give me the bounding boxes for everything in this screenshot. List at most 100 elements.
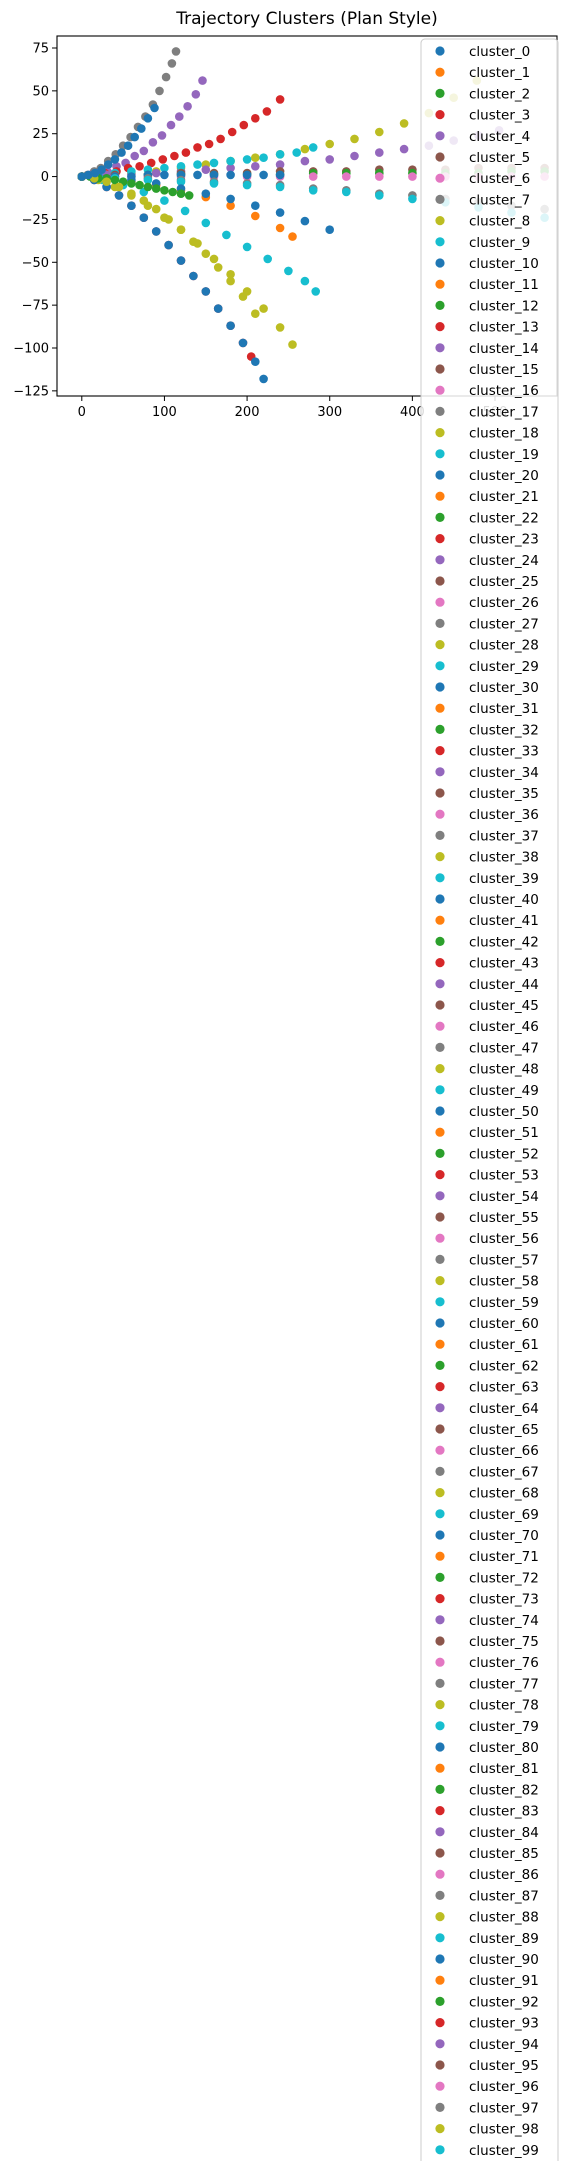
data-point xyxy=(325,139,335,149)
legend-label: cluster_85 xyxy=(469,1846,539,1862)
data-point xyxy=(127,201,136,210)
legend-marker xyxy=(435,1742,445,1752)
data-point xyxy=(181,148,191,157)
data-point xyxy=(135,162,144,171)
data-point xyxy=(139,146,149,156)
legend-label: cluster_90 xyxy=(469,1952,539,1968)
data-point xyxy=(189,271,198,281)
legend-marker xyxy=(435,618,445,629)
x-tick-label: 200 xyxy=(235,405,260,420)
data-point xyxy=(375,127,384,137)
data-point xyxy=(201,287,211,296)
data-point xyxy=(292,148,302,157)
legend-label: cluster_63 xyxy=(469,1380,539,1396)
legend-label: cluster_5 xyxy=(469,150,530,166)
data-point xyxy=(242,155,252,164)
legend-label: cluster_12 xyxy=(469,298,539,314)
legend-marker xyxy=(435,894,445,904)
legend-marker xyxy=(435,1042,445,1052)
legend-label: cluster_52 xyxy=(469,1146,539,1162)
legend-label: cluster_32 xyxy=(469,722,539,738)
legend-label: cluster_50 xyxy=(469,1104,539,1120)
data-point xyxy=(201,249,211,258)
legend-label: cluster_96 xyxy=(469,2079,539,2095)
legend-marker xyxy=(435,173,445,183)
data-point xyxy=(198,76,207,85)
data-point xyxy=(201,218,211,228)
data-point xyxy=(209,179,219,188)
legend-label: cluster_81 xyxy=(469,1761,539,1777)
data-point xyxy=(204,139,214,149)
legend-label: cluster_10 xyxy=(469,256,539,272)
legend[interactable]: cluster_0 cluster_1 cluster_2 cluster_3clus… xyxy=(420,38,559,2165)
legend-marker xyxy=(435,322,445,332)
data-point xyxy=(251,153,260,162)
legend-label: cluster_30 xyxy=(469,680,539,696)
legend-label: cluster_16 xyxy=(469,383,539,399)
legend-marker xyxy=(435,1106,445,1116)
legend-marker xyxy=(435,258,445,268)
data-point xyxy=(399,119,409,128)
data-point xyxy=(375,172,384,181)
legend-marker xyxy=(435,873,445,883)
legend-marker xyxy=(435,406,445,416)
y-tick-label: −75 xyxy=(22,299,49,314)
chart-title: Trajectory Clusters (Plan Style) xyxy=(175,9,437,29)
x-tick-label: 300 xyxy=(317,405,342,420)
legend-label: cluster_38 xyxy=(469,850,539,866)
legend-marker xyxy=(435,1530,445,1540)
data-point xyxy=(251,201,260,210)
data-point xyxy=(143,114,153,123)
legend-marker xyxy=(435,343,445,353)
legend-marker xyxy=(435,767,445,777)
data-point xyxy=(184,191,194,200)
data-point xyxy=(160,163,169,173)
data-point xyxy=(227,127,237,137)
legend-marker xyxy=(435,2060,445,2070)
legend-label: cluster_98 xyxy=(469,2122,539,2138)
data-point xyxy=(110,175,120,185)
legend-label: cluster_28 xyxy=(469,638,539,654)
legend-label: cluster_9 xyxy=(469,235,530,251)
data-point xyxy=(151,227,161,236)
data-point xyxy=(151,168,161,178)
data-point xyxy=(275,170,285,180)
legend-label: cluster_62 xyxy=(469,1358,539,1374)
data-point xyxy=(325,155,335,164)
legend-marker xyxy=(435,2039,445,2049)
legend-marker xyxy=(435,1170,445,1180)
data-point xyxy=(275,182,285,192)
legend-label: cluster_35 xyxy=(469,786,539,802)
legend-label: cluster_7 xyxy=(469,192,530,208)
legend-marker xyxy=(435,746,445,756)
legend-marker xyxy=(435,46,445,56)
legend-label: cluster_43 xyxy=(469,956,539,972)
data-point xyxy=(209,254,219,264)
legend-marker xyxy=(435,1996,445,2006)
legend-marker xyxy=(435,1382,445,1392)
legend-label: cluster_89 xyxy=(469,1931,539,1947)
legend-marker xyxy=(435,1191,445,1201)
data-point xyxy=(176,256,186,265)
legend-marker xyxy=(435,809,445,819)
legend-marker xyxy=(435,1594,445,1604)
legend-marker xyxy=(435,576,445,586)
legend-marker xyxy=(435,449,445,459)
legend-marker xyxy=(435,958,445,968)
legend-label: cluster_49 xyxy=(469,1083,539,1099)
legend-label: cluster_26 xyxy=(469,595,539,611)
legend-label: cluster_44 xyxy=(469,977,539,993)
data-point xyxy=(226,276,235,286)
data-point xyxy=(97,165,106,174)
data-point xyxy=(114,191,124,200)
data-point xyxy=(251,357,260,367)
data-point xyxy=(84,170,93,180)
legend-marker xyxy=(435,1233,445,1243)
legend-label: cluster_55 xyxy=(469,1210,539,1226)
data-point xyxy=(275,323,285,332)
data-point xyxy=(137,124,146,133)
data-point xyxy=(325,225,335,234)
legend-marker xyxy=(435,300,445,310)
data-point xyxy=(191,90,201,99)
